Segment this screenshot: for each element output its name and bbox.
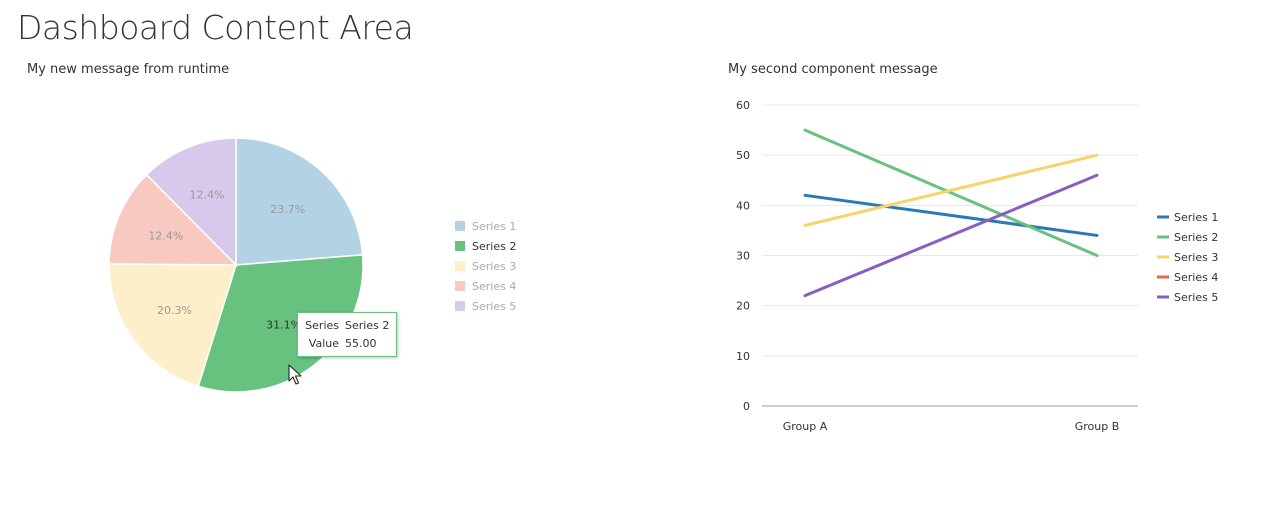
y-tick-label: 30 xyxy=(736,250,750,263)
y-tick-label: 50 xyxy=(736,149,750,162)
pie-chart[interactable]: 23.7% 31.1% 20.3% 12.4% 12.4% Series 1 Series … xyxy=(0,0,620,507)
pie-legend-swatch xyxy=(455,221,465,231)
pie-legend-label[interactable]: Series 1 xyxy=(472,220,516,233)
pie-legend-label[interactable]: Series 4 xyxy=(472,280,516,293)
line-legend-label[interactable]: Series 1 xyxy=(1174,211,1218,224)
pie-chart-title: My new message from runtime xyxy=(27,62,230,77)
x-tick-label: Group A xyxy=(783,420,828,433)
pie-slice-1[interactable] xyxy=(235,137,364,266)
line-legend-label[interactable]: Series 5 xyxy=(1174,291,1218,304)
pie-slice-3[interactable] xyxy=(108,263,238,388)
tooltip-value-key: Value xyxy=(308,337,339,350)
pie-legend-label[interactable]: Series 5 xyxy=(472,300,516,313)
pie-legend-label[interactable]: Series 2 xyxy=(472,240,516,253)
mouse-pointer-icon xyxy=(288,364,302,385)
pie-slice-4[interactable] xyxy=(108,173,238,266)
pie-percent-label: 31.1% xyxy=(266,319,301,332)
pie-legend-label[interactable]: Series 3 xyxy=(472,260,516,273)
line-legend-label[interactable]: Series 2 xyxy=(1174,231,1218,244)
tooltip-series-key: Series xyxy=(305,319,339,332)
tooltip-series-value: Series 2 xyxy=(345,319,390,332)
pie-legend-swatch xyxy=(455,241,465,251)
pie-percent-label: 23.7% xyxy=(270,203,305,216)
y-tick-label: 10 xyxy=(736,350,750,363)
pie-percent-label: 20.3% xyxy=(157,304,192,317)
pie-slice-2[interactable] xyxy=(197,254,364,393)
tooltip-value-value: 55.00 xyxy=(345,337,377,350)
pie-slice-5[interactable] xyxy=(145,137,237,267)
y-tick-label: 60 xyxy=(736,99,750,112)
y-tick-label: 20 xyxy=(736,300,750,313)
pie-legend-swatch xyxy=(455,281,465,291)
pie-percent-label: 12.4% xyxy=(148,229,183,242)
pie-percent-label: 12.4% xyxy=(190,189,225,202)
line-legend-label[interactable]: Series 3 xyxy=(1174,251,1218,264)
line-series-3[interactable] xyxy=(803,153,1099,227)
y-tick-label: 40 xyxy=(736,199,750,212)
y-tick-label: 0 xyxy=(743,400,750,413)
line-chart-title: My second component message xyxy=(728,62,938,77)
line-series-2[interactable] xyxy=(803,128,1099,257)
line-series-5[interactable] xyxy=(803,173,1099,298)
pie-tooltip: Series Series 2 Value 55.00 xyxy=(297,312,398,357)
x-tick-label: Group B xyxy=(1075,420,1120,433)
pie-legend-swatch xyxy=(455,261,465,271)
line-legend-label[interactable]: Series 4 xyxy=(1174,271,1218,284)
page-title: Dashboard Content Area xyxy=(17,8,414,47)
line-series-1[interactable] xyxy=(803,193,1099,237)
pie-legend-swatch xyxy=(455,301,465,311)
